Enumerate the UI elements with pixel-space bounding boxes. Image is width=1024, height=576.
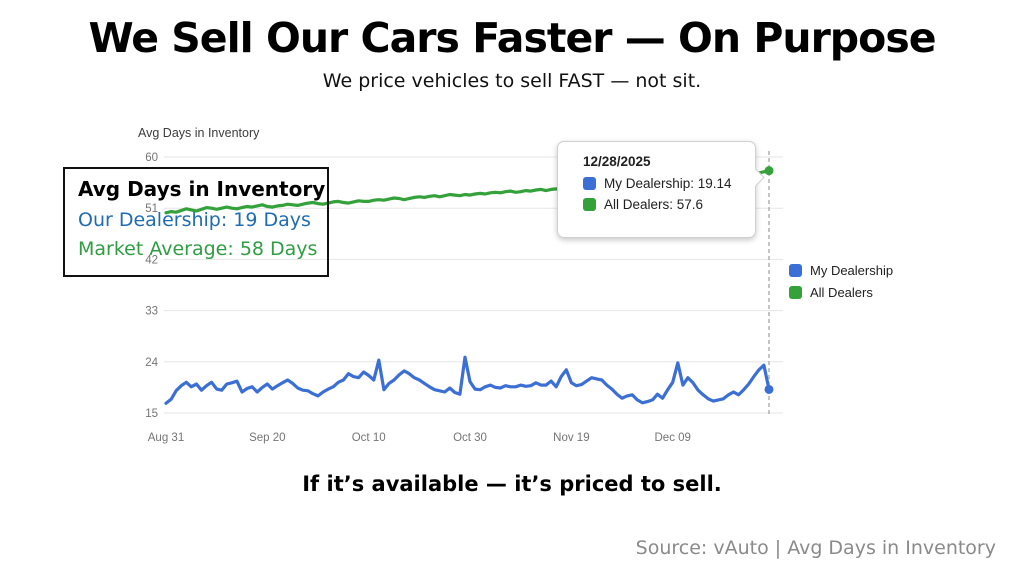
legend-label-all-dealers: All Dealers [810,285,873,300]
y-tick-label: 51 [145,203,158,215]
annotation-our-dealership: Our Dealership: 19 Days [78,209,311,231]
tooltip-value-all-dealers: All Dealers: 57.6 [604,197,704,212]
y-tick-label: 15 [145,408,158,420]
legend-swatch-green [789,286,802,299]
legend-item-my-dealership[interactable]: My Dealership [789,263,893,278]
y-tick-label: 60 [145,152,158,164]
legend-label-my-dealership: My Dealership [810,263,894,278]
chart-axis-title: Avg Days in Inventory [138,126,260,140]
tooltip-swatch-blue [583,177,596,190]
tooltip-row-my-dealership: My Dealership: 19.14 [583,176,755,191]
chart-legend: My Dealership All Dealers [789,263,893,307]
y-tick-label: 33 [145,306,158,318]
page-title: We Sell Our Cars Faster — On Purpose [88,14,936,62]
chart-tooltip: 12/28/2025 My Dealership: 19.14 All Deal… [557,141,765,238]
legend-item-all-dealers[interactable]: All Dealers [789,285,893,300]
page-subtitle: We price vehicles to sell FAST — not sit… [322,70,702,92]
x-tick-label: Dec 09 [655,432,691,444]
y-tick-label: 24 [145,357,158,369]
annotation-box: Avg Days in Inventory Our Dealership: 19… [63,167,329,277]
y-tick-label: 42 [145,254,158,266]
tooltip-date: 12/28/2025 [583,154,651,169]
source-attribution: Source: vAuto | Avg Days in Inventory [635,537,996,559]
x-tick-label: Sep 20 [249,432,285,444]
bottom-headline: If it’s available — it’s priced to sell. [302,472,722,496]
x-tick-label: Oct 10 [352,432,386,444]
annotation-market-average: Market Average: 58 Days [78,238,318,260]
legend-swatch-blue [789,264,802,277]
end-dot-my-dealership [764,384,774,394]
x-tick-label: Oct 30 [453,432,487,444]
series-line-my-dealership [164,355,771,405]
x-tick-label: Nov 19 [553,432,589,444]
end-dot-all-dealers [764,166,774,176]
tooltip-value-my-dealership: My Dealership: 19.14 [604,176,732,191]
tooltip-row-all-dealers: All Dealers: 57.6 [583,197,755,212]
annotation-title: Avg Days in Inventory [78,177,326,201]
x-tick-label: Aug 31 [148,432,184,444]
tooltip-swatch-green [583,198,596,211]
